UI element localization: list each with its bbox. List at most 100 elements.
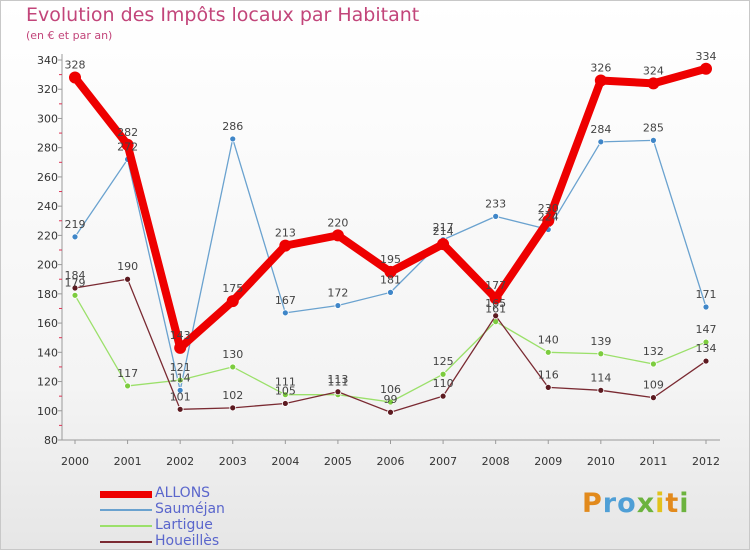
x-tick-label: 2001 <box>114 455 142 468</box>
data-point-allons <box>542 214 555 227</box>
x-tick-label: 2012 <box>692 455 720 468</box>
data-label-saumjan: 286 <box>222 120 243 133</box>
x-tick-label: 2000 <box>61 455 89 468</box>
data-point-saumjan <box>71 233 79 241</box>
data-point-houeills <box>124 275 131 283</box>
data-point-allons <box>331 229 344 242</box>
proxiti-logo: Proxiti <box>582 488 690 519</box>
x-tick-label: 2010 <box>587 455 615 468</box>
data-point-saumjan <box>176 386 184 394</box>
legend-label-lartigue: Lartigue <box>155 517 213 533</box>
data-label-lartigue: 179 <box>65 276 86 289</box>
data-label-houeills: 184 <box>65 269 86 282</box>
data-label-houeills: 165 <box>485 297 506 310</box>
data-label-allons: 195 <box>380 253 401 266</box>
x-tick-label: 2008 <box>482 455 510 468</box>
data-point-houeills <box>176 405 184 413</box>
data-point-houeills <box>387 408 394 416</box>
data-point-saumjan <box>597 138 605 146</box>
x-tick-label: 2002 <box>166 455 194 468</box>
legend-item-allons: ALLONS <box>100 485 320 502</box>
data-point-houeills <box>334 388 342 396</box>
y-tick-label: 140 <box>37 346 58 359</box>
data-label-allons: 334 <box>696 50 717 63</box>
data-point-lartigue <box>439 370 447 378</box>
data-label-saumjan: 181 <box>380 273 401 286</box>
data-label-saumjan: 171 <box>696 288 717 301</box>
data-point-allons <box>437 238 450 251</box>
data-point-allons <box>647 77 660 90</box>
y-tick-label: 200 <box>37 259 58 272</box>
data-label-allons: 213 <box>275 227 296 240</box>
data-point-lartigue <box>650 360 657 368</box>
data-point-lartigue <box>281 391 289 399</box>
data-point-lartigue <box>544 348 552 356</box>
data-point-saumjan <box>281 309 289 317</box>
legend-item-saumejan: Sauméjan <box>100 501 320 518</box>
data-point-houeills <box>281 400 289 407</box>
x-tick-label: 2007 <box>429 455 457 468</box>
data-label-houeills: 113 <box>327 373 348 386</box>
data-point-lartigue <box>124 382 131 390</box>
data-point-houeills <box>597 386 605 394</box>
y-tick-label: 280 <box>37 142 58 155</box>
data-label-lartigue: 132 <box>643 345 664 358</box>
data-label-allons: 177 <box>485 279 506 292</box>
data-label-houeills: 190 <box>117 260 138 273</box>
chart-title: Evolution des Impôts locaux par Habitant <box>26 4 420 26</box>
series-line-allons <box>71 64 710 352</box>
data-label-lartigue: 139 <box>590 335 611 348</box>
data-point-lartigue <box>229 363 237 371</box>
data-point-allons <box>174 341 187 354</box>
legend-label-houeilles: Houeillès <box>155 533 220 549</box>
data-point-saumjan <box>650 136 657 144</box>
y-tick-label: 80 <box>44 434 58 447</box>
data-label-lartigue: 111 <box>275 376 296 389</box>
data-point-saumjan <box>229 135 237 143</box>
y-tick-label: 260 <box>37 171 58 184</box>
x-tick-label: 2004 <box>271 455 299 468</box>
data-label-allons: 143 <box>170 329 191 342</box>
y-tick-label: 160 <box>37 317 58 330</box>
y-tick-label: 320 <box>37 83 58 96</box>
data-label-allons: 220 <box>327 216 348 229</box>
data-label-houeills: 102 <box>222 389 243 402</box>
data-label-lartigue: 117 <box>117 367 138 380</box>
data-label-allons: 324 <box>643 64 664 77</box>
data-point-lartigue <box>71 291 79 299</box>
data-point-saumjan <box>492 212 500 220</box>
data-label-houeills: 99 <box>384 393 398 406</box>
data-label-houeills: 114 <box>590 371 611 384</box>
legend-swatch-allons <box>100 491 152 498</box>
data-label-houeills: 116 <box>538 368 559 381</box>
legend-swatch-lartigue <box>100 525 152 527</box>
data-label-lartigue: 111 <box>327 376 348 389</box>
data-point-houeills <box>702 357 710 365</box>
data-point-allons <box>489 292 502 305</box>
data-label-lartigue: 161 <box>485 303 506 316</box>
data-point-houeills <box>71 284 79 292</box>
data-label-allons: 282 <box>117 126 138 139</box>
data-point-lartigue <box>176 376 184 384</box>
data-point-houeills <box>229 404 237 412</box>
data-point-allons <box>69 71 81 84</box>
y-tick-label: 220 <box>37 229 58 242</box>
data-label-lartigue: 140 <box>538 333 559 346</box>
data-label-saumjan: 272 <box>117 140 138 153</box>
data-label-allons: 214 <box>433 225 454 238</box>
data-label-lartigue: 106 <box>380 383 401 396</box>
data-point-allons <box>121 138 134 151</box>
data-point-houeills <box>544 383 552 391</box>
data-point-allons <box>700 62 712 75</box>
data-label-houeills: 101 <box>170 390 191 403</box>
data-point-allons <box>594 74 607 87</box>
data-point-lartigue <box>387 398 394 406</box>
data-point-saumjan <box>334 302 342 309</box>
data-point-houeills <box>439 392 447 400</box>
legend-swatch-saumejan <box>100 509 152 511</box>
y-tick-label: 100 <box>37 405 58 418</box>
y-tick-label: 340 <box>37 54 58 67</box>
legend-swatch-houeilles <box>100 541 152 543</box>
